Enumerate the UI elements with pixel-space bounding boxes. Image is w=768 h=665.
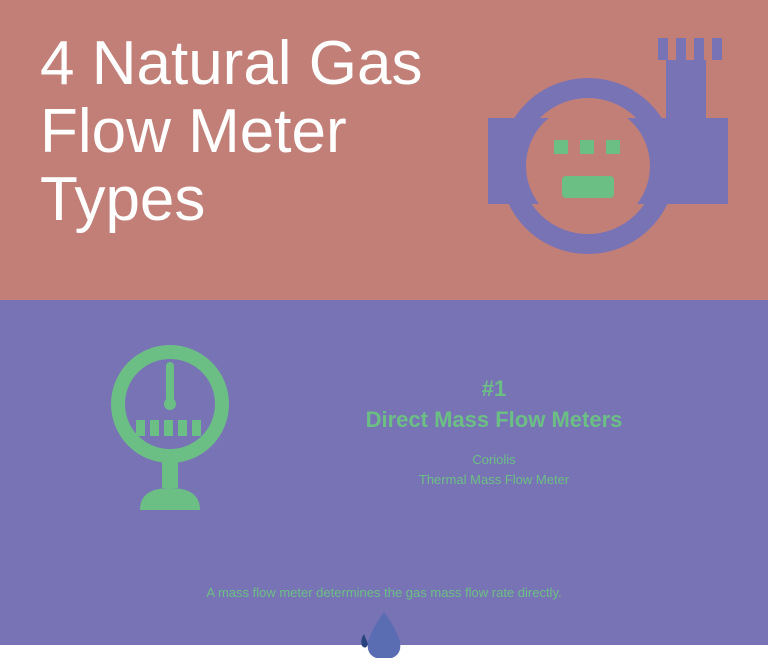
section-1-title-text: Direct Mass Flow Meters [366, 407, 623, 432]
section-1-row: #1 Direct Mass Flow Meters Coriolis Ther… [40, 340, 728, 525]
section-1-text: #1 Direct Mass Flow Meters Coriolis Ther… [300, 374, 728, 491]
header-section: 4 Natural Gas Flow Meter Types [0, 0, 768, 300]
section-1-sub1: Coriolis [472, 452, 515, 467]
section-1-sub2: Thermal Mass Flow Meter [419, 472, 569, 487]
page-title: 4 Natural Gas Flow Meter Types [40, 30, 728, 235]
title-line-1: 4 Natural Gas [40, 29, 423, 98]
section-1-subtitles: Coriolis Thermal Mass Flow Meter [300, 450, 688, 492]
gauge-icon [100, 340, 240, 525]
title-line-3: Types [40, 165, 205, 234]
partial-flame-icon [354, 610, 414, 665]
section-1-description: A mass flow meter determines the gas mas… [40, 585, 728, 600]
section-1-number: #1 [482, 376, 506, 401]
title-line-2: Flow Meter [40, 97, 347, 166]
section-1-title: #1 Direct Mass Flow Meters [300, 374, 688, 436]
body-section: #1 Direct Mass Flow Meters Coriolis Ther… [0, 300, 768, 645]
